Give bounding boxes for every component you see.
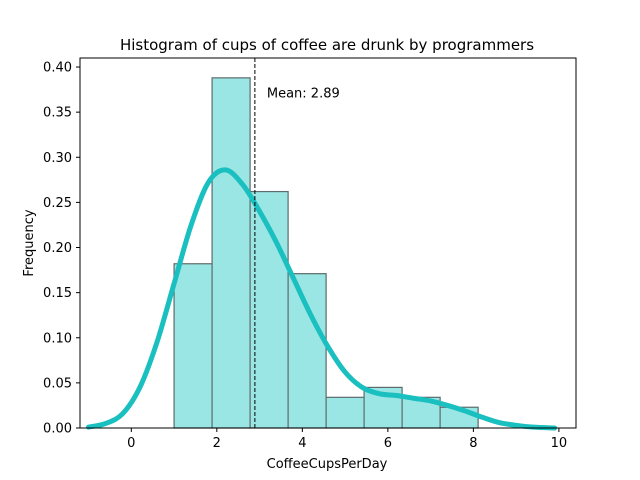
x-tick-label: 8 — [469, 436, 477, 451]
x-axis-label: CoffeeCupsPerDay — [267, 457, 388, 472]
histogram-bar-4 — [325, 396, 365, 429]
y-tick-label: 0.15 — [43, 286, 72, 301]
y-tick-label: 0.05 — [43, 376, 72, 391]
y-tick-label: 0.40 — [43, 61, 72, 76]
x-tick-label: 2 — [213, 436, 221, 451]
x-tick-label: 10 — [551, 436, 568, 451]
y-tick-label: 0.35 — [43, 106, 72, 121]
histogram-bars — [173, 77, 479, 429]
histogram-bar-1 — [211, 77, 251, 429]
x-tick-label: 6 — [384, 436, 392, 451]
x-axis-ticks: 0 2 4 6 8 10 — [127, 428, 567, 451]
histogram-bar-3 — [287, 273, 327, 429]
y-tick-label: 0.25 — [43, 196, 72, 211]
kde-curve — [86, 167, 558, 431]
histogram-bar-0 — [173, 263, 213, 429]
x-tick-label: 4 — [298, 436, 306, 451]
chart-title: Histogram of cups of coffee are drunk by… — [120, 36, 534, 54]
y-tick-label: 0.10 — [43, 331, 72, 346]
y-tick-label: 0.00 — [43, 422, 72, 437]
mean-label: Mean: 2.89 — [267, 87, 340, 102]
y-axis-ticks: 0.00 0.05 0.10 0.15 0.20 0.25 0.30 0.35 0.40 — [43, 61, 80, 437]
y-tick-label: 0.30 — [43, 151, 72, 166]
x-tick-label: 0 — [127, 436, 135, 451]
y-tick-label: 0.20 — [43, 241, 72, 256]
y-axis-label: Frequency — [22, 209, 37, 276]
plot-frame — [79, 57, 577, 429]
